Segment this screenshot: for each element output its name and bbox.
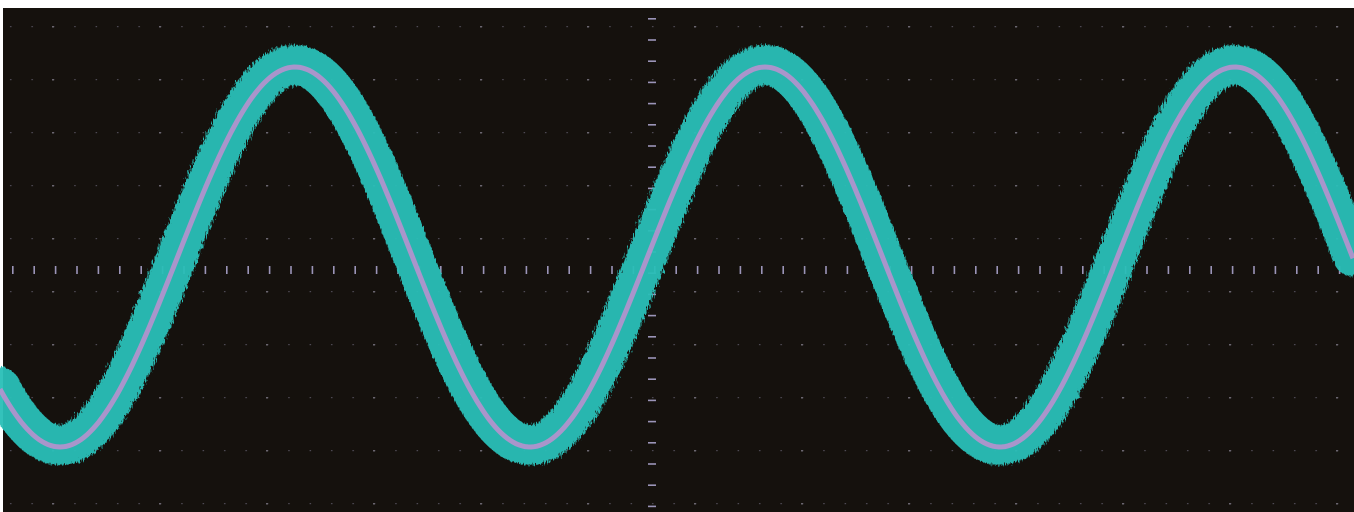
axis-tick [648, 39, 656, 41]
axis-tick [205, 266, 207, 274]
axis-tick [718, 266, 720, 274]
axis-tick [611, 266, 613, 274]
axis-tick [648, 357, 656, 359]
axis-tick [140, 266, 142, 274]
axis-tick [568, 266, 570, 274]
axis-tick [1317, 266, 1319, 274]
axis-tick [761, 266, 763, 274]
axis-tick [825, 266, 827, 274]
axis-tick [675, 266, 677, 274]
axis-tick [1082, 266, 1084, 274]
axis-tick [648, 82, 656, 84]
axis-tick [376, 266, 378, 274]
axis-tick [76, 266, 78, 274]
axis-tick [996, 266, 998, 274]
axis-tick [648, 400, 656, 402]
axis-tick [1146, 266, 1148, 274]
axis-tick [648, 145, 656, 147]
axis-tick [1189, 266, 1191, 274]
axis-tick [247, 266, 249, 274]
axis-tick [1168, 266, 1170, 274]
axis-tick [697, 266, 699, 274]
axis-tick [782, 266, 784, 274]
axis-tick [333, 266, 335, 274]
oscilloscope-screen [0, 0, 1354, 512]
axis-tick [1253, 266, 1255, 274]
axis-tick [648, 336, 656, 338]
axis-tick [547, 266, 549, 274]
axis-tick [1232, 266, 1234, 274]
axis-tick [648, 463, 656, 465]
axis-tick [55, 266, 57, 274]
axis-tick [648, 18, 656, 20]
axis-tick [119, 266, 121, 274]
axis-tick [932, 266, 934, 274]
axis-tick [33, 266, 35, 274]
axis-tick [1296, 266, 1298, 274]
axis-tick [740, 266, 742, 274]
axis-tick [226, 266, 228, 274]
axis-tick [1018, 266, 1020, 274]
axis-tick [354, 266, 356, 274]
axis-tick [312, 266, 314, 274]
axis-tick [648, 315, 656, 317]
axis-tick [290, 266, 292, 274]
axis-tick [1061, 266, 1063, 274]
axis-tick [648, 103, 656, 105]
axis-tick [12, 266, 14, 274]
axis-tick [526, 266, 528, 274]
axis-tick [648, 484, 656, 486]
axis-tick [504, 266, 506, 274]
axis-tick [648, 60, 656, 62]
page: (() => { const data = JSON.parse(documen… [0, 0, 1354, 512]
axis-tick [975, 266, 977, 274]
axis-tick [648, 378, 656, 380]
axis-tick [483, 266, 485, 274]
axis-tick [954, 266, 956, 274]
axis-tick [1210, 266, 1212, 274]
axis-tick [648, 124, 656, 126]
axis-tick [269, 266, 271, 274]
axis-tick [1039, 266, 1041, 274]
axis-tick [648, 421, 656, 423]
axis-tick [98, 266, 100, 274]
axis-tick [1275, 266, 1277, 274]
grid-dots [3, 8, 1354, 512]
axis-tick [461, 266, 463, 274]
axis-tick [804, 266, 806, 274]
axis-tick [847, 266, 849, 274]
axis-tick [648, 166, 656, 168]
axis-tick [648, 442, 656, 444]
axis-tick [590, 266, 592, 274]
axis-tick [648, 506, 656, 508]
